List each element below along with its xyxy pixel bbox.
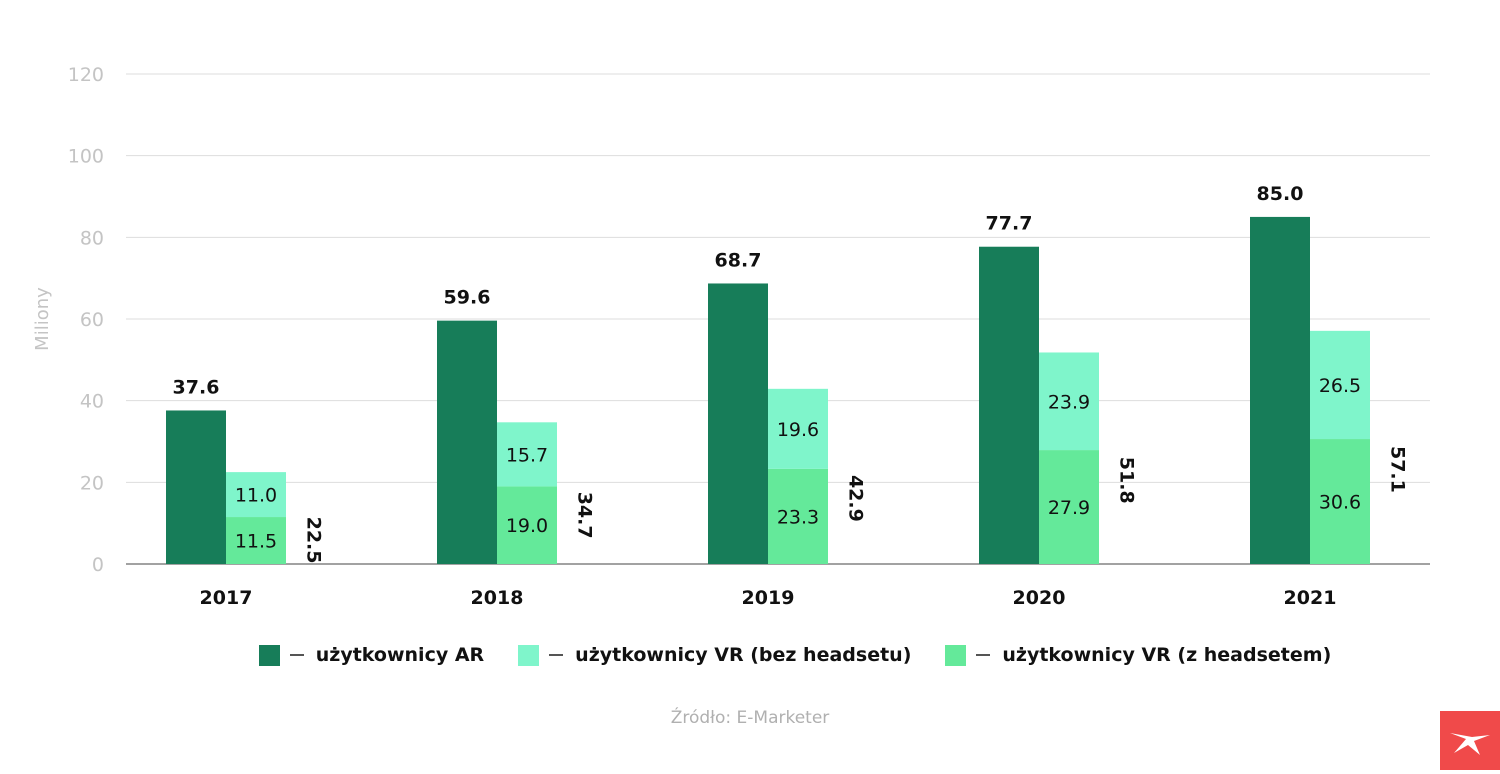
bar-vr-headset bbox=[497, 486, 557, 564]
y-tick-label: 100 bbox=[68, 146, 104, 168]
bar-vr-no-headset bbox=[1039, 352, 1099, 451]
bar-vr-no-headset bbox=[497, 422, 557, 487]
data-label-vr-headset: 19.0 bbox=[506, 515, 548, 537]
bar-vr-no-headset bbox=[1310, 330, 1370, 440]
y-tick-label: 60 bbox=[80, 309, 104, 331]
y-tick-label: 0 bbox=[92, 554, 104, 576]
data-label-vr-no-headset: 11.0 bbox=[235, 485, 277, 507]
data-label-vr-no-headset: 19.6 bbox=[777, 419, 819, 441]
legend-item-vr-no-headset[interactable]: użytkownicy VR (bez headsetu) bbox=[518, 644, 911, 666]
data-label-vr-headset: 11.5 bbox=[235, 531, 277, 553]
bar-ar bbox=[166, 410, 226, 564]
data-label-ar: 68.7 bbox=[715, 249, 762, 271]
chart: 0 20 40 60 80 100 120 Miliony 37.6 11.5 11.0 22.5 20… bbox=[32, 64, 1430, 609]
bar-vr-no-headset bbox=[768, 388, 828, 469]
data-label-vr-no-headset: 15.7 bbox=[506, 444, 548, 466]
bar-ar bbox=[979, 246, 1039, 564]
bar-ar bbox=[1250, 216, 1310, 564]
legend-swatch-vr-no-headset bbox=[518, 644, 540, 666]
x-tick-label: 2019 bbox=[742, 587, 795, 609]
x-tick-label: 2021 bbox=[1284, 587, 1337, 609]
source-note: Źródło: E-Marketer bbox=[670, 708, 830, 728]
bar-vr-no-headset bbox=[226, 472, 286, 518]
data-label-ar: 37.6 bbox=[173, 376, 220, 398]
data-label-vr-no-headset: 23.9 bbox=[1048, 391, 1090, 413]
x-tick-label: 2018 bbox=[471, 587, 524, 609]
y-tick-label: 120 bbox=[68, 64, 104, 86]
legend-label-vr-no-headset: użytkownicy VR (bez headsetu) bbox=[575, 644, 912, 666]
data-label-vr-total: 42.9 bbox=[845, 475, 867, 522]
data-label-ar: 85.0 bbox=[1257, 183, 1304, 205]
data-label-vr-no-headset: 26.5 bbox=[1319, 375, 1361, 397]
data-label-ar: 77.7 bbox=[986, 213, 1033, 235]
x-tick-label: 2017 bbox=[200, 587, 253, 609]
legend-item-ar[interactable]: użytkownicy AR bbox=[258, 644, 485, 666]
x-logo-icon bbox=[1450, 733, 1490, 755]
legend-swatch-vr-headset bbox=[945, 644, 967, 666]
legend-dash bbox=[976, 654, 991, 656]
legend-item-vr-headset[interactable]: użytkownicy VR (z headsetem) bbox=[945, 644, 1331, 666]
data-label-vr-headset: 30.6 bbox=[1319, 492, 1361, 514]
bar-ar bbox=[437, 320, 497, 564]
legend-dash bbox=[289, 654, 304, 656]
y-tick-label: 40 bbox=[80, 391, 104, 413]
legend: użytkownicy AR użytkownicy VR (bez heads… bbox=[0, 644, 1500, 666]
y-axis-label: Miliony bbox=[32, 287, 53, 351]
legend-label-ar: użytkownicy AR bbox=[315, 644, 485, 666]
data-label-vr-total: 51.8 bbox=[1116, 457, 1138, 504]
data-label-vr-total: 57.1 bbox=[1387, 446, 1409, 493]
bar-vr-headset bbox=[768, 468, 828, 564]
data-label-vr-headset: 27.9 bbox=[1048, 497, 1090, 519]
legend-swatch-ar bbox=[258, 644, 280, 666]
legend-dash bbox=[549, 654, 564, 656]
brand-logo[interactable] bbox=[1440, 711, 1500, 770]
data-label-vr-headset: 23.3 bbox=[777, 506, 819, 528]
bar-ar bbox=[708, 283, 768, 564]
legend-label-vr-headset: użytkownicy VR (z headsetem) bbox=[1002, 644, 1332, 666]
data-label-vr-total: 22.5 bbox=[303, 517, 325, 564]
y-tick-label: 20 bbox=[80, 472, 104, 494]
bar-vr-headset bbox=[226, 517, 286, 564]
data-label-vr-total: 34.7 bbox=[574, 492, 596, 539]
data-label-ar: 59.6 bbox=[444, 287, 491, 309]
bar-vr-headset bbox=[1039, 450, 1099, 564]
x-tick-label: 2020 bbox=[1013, 587, 1066, 609]
bar-vr-headset bbox=[1310, 439, 1370, 564]
y-tick-label: 80 bbox=[80, 227, 104, 249]
